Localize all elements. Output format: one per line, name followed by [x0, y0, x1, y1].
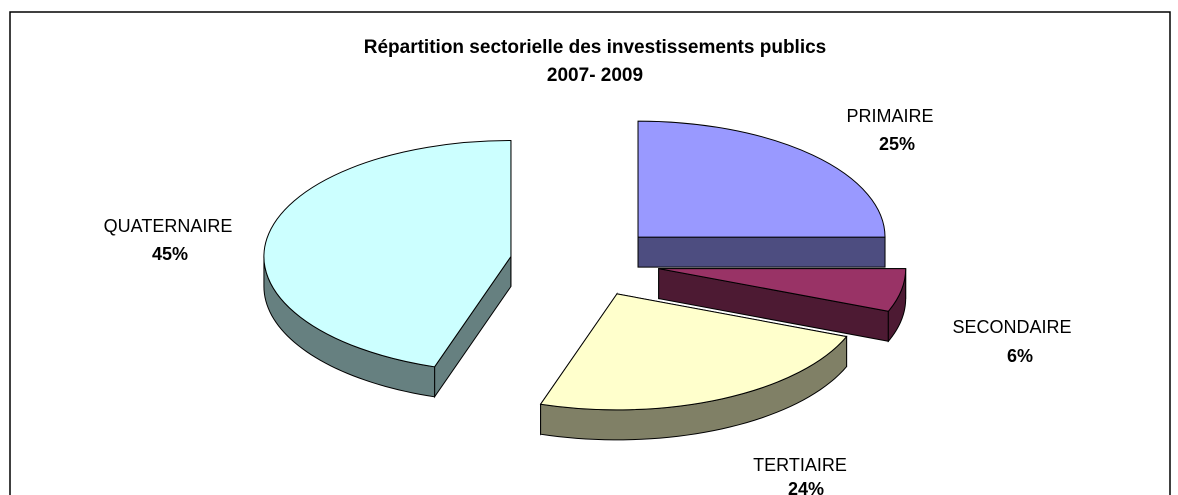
slice-value-label: 24%: [788, 479, 824, 495]
slice-label: SECONDAIRE: [952, 317, 1071, 337]
slice-label: QUATERNAIRE: [104, 216, 233, 236]
slice-top: [637, 120, 886, 238]
slice-value-label: 45%: [152, 244, 188, 264]
pie-slice: [263, 139, 512, 399]
slice-top: [263, 139, 512, 368]
pie-slice: [637, 120, 886, 268]
slice-label: PRIMAIRE: [846, 106, 933, 126]
chart-title: Répartition sectorielle des investisseme…: [364, 37, 827, 58]
slice-value-label: 6%: [1007, 346, 1033, 366]
slice-cut-face: [637, 236, 886, 268]
slice-value-label: 25%: [879, 134, 915, 154]
slice-top: [658, 268, 907, 312]
slice-top: [539, 293, 848, 411]
chart-subtitle: 2007- 2009: [547, 65, 643, 86]
slice-label: TERTIAIRE: [753, 455, 847, 475]
pie-slice: [658, 267, 907, 343]
pie-slice: [539, 292, 848, 441]
